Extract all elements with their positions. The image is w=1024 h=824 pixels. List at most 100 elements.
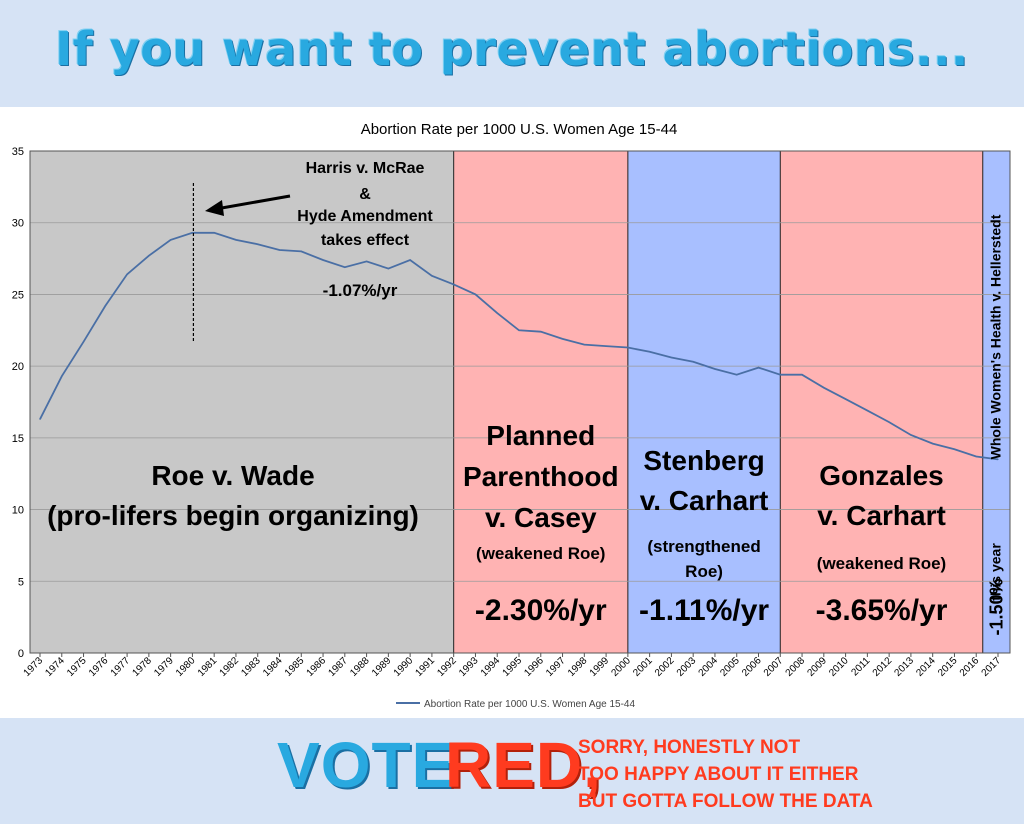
data-point bbox=[474, 293, 477, 296]
x-tick-label: 2006 bbox=[740, 655, 764, 679]
footer-note-line: TOO HAPPY ABOUT IT EITHER bbox=[578, 764, 859, 785]
data-point bbox=[82, 341, 85, 343]
x-tick-label: 1984 bbox=[261, 655, 285, 679]
data-point bbox=[953, 448, 956, 450]
era-region-red bbox=[780, 151, 983, 653]
era-subtitle: Roe) bbox=[685, 562, 723, 581]
y-tick-label: 30 bbox=[12, 218, 24, 230]
data-point bbox=[409, 259, 411, 261]
x-tick-label: 1977 bbox=[109, 655, 133, 679]
x-tick-label: 1974 bbox=[43, 655, 67, 679]
data-point bbox=[932, 442, 934, 445]
footer-note-line: SORRY, HONESTLY NOT bbox=[578, 737, 801, 758]
data-point bbox=[627, 346, 629, 349]
data-point bbox=[300, 250, 302, 252]
data-point bbox=[801, 374, 803, 376]
era-subtitle: (strengthened bbox=[647, 537, 760, 556]
hyde-arrow-head bbox=[205, 200, 224, 216]
era-title: Roe v. Wade bbox=[151, 460, 314, 491]
hyde-annotation-line: Hyde Amendment bbox=[297, 208, 433, 225]
y-tick-label: 10 bbox=[12, 505, 24, 517]
data-point bbox=[104, 305, 106, 307]
y-tick-label: 5 bbox=[18, 576, 24, 588]
x-tick-label: 1982 bbox=[218, 655, 242, 679]
x-tick-label: 2000 bbox=[609, 655, 633, 679]
data-point bbox=[540, 331, 542, 333]
hyde-annotation-line: & bbox=[359, 186, 371, 203]
data-point bbox=[126, 273, 128, 275]
era-rate: -2.30%/yr bbox=[475, 594, 607, 627]
data-point bbox=[496, 312, 498, 314]
x-tick-label: 1975 bbox=[65, 655, 89, 679]
x-tick-label: 1983 bbox=[239, 655, 263, 679]
era-title: Stenberg bbox=[643, 445, 764, 476]
era-rate: -1.11%/yr bbox=[639, 594, 769, 627]
data-point bbox=[997, 458, 999, 460]
x-tick-label: 1990 bbox=[392, 655, 416, 679]
era-vertical-sub: this year bbox=[987, 543, 1003, 601]
data-point bbox=[431, 275, 433, 277]
x-tick-label: 2012 bbox=[871, 655, 895, 679]
x-tick-label: 2005 bbox=[718, 655, 742, 679]
data-point bbox=[39, 418, 41, 420]
data-point bbox=[387, 268, 389, 270]
data-point bbox=[170, 239, 172, 241]
data-point bbox=[191, 232, 194, 234]
data-point bbox=[235, 239, 237, 241]
x-tick-label: 1993 bbox=[457, 655, 481, 679]
x-tick-label: 1985 bbox=[283, 655, 307, 679]
x-tick-label: 1998 bbox=[566, 655, 590, 679]
x-tick-label: 1989 bbox=[370, 655, 394, 679]
x-tick-label: 1991 bbox=[414, 655, 438, 679]
x-tick-label: 2016 bbox=[958, 655, 982, 679]
data-point bbox=[844, 398, 847, 400]
x-tick-label: 2015 bbox=[936, 655, 960, 679]
era-title: v. Carhart bbox=[640, 485, 769, 516]
era-vertical-rate: -1.50% bbox=[986, 578, 1006, 635]
gray-era-rate: -1.07%/yr bbox=[323, 281, 398, 300]
data-point bbox=[605, 345, 607, 347]
data-point bbox=[823, 387, 825, 389]
data-point bbox=[583, 344, 585, 346]
y-tick-label: 15 bbox=[12, 433, 24, 445]
x-tick-label: 2010 bbox=[827, 655, 851, 679]
red-text: RED, bbox=[445, 729, 602, 801]
era-subtitle: (weakened Roe) bbox=[817, 554, 946, 573]
x-tick-label: 2014 bbox=[914, 655, 938, 679]
x-tick-label: 2007 bbox=[762, 655, 786, 679]
x-tick-label: 2013 bbox=[893, 655, 917, 679]
data-point bbox=[866, 410, 868, 412]
era-title: v. Carhart bbox=[817, 500, 946, 531]
era-region-blue bbox=[982, 151, 1010, 653]
x-tick-label: 1995 bbox=[501, 655, 525, 679]
x-tick-label: 2011 bbox=[849, 655, 872, 678]
y-tick-label: 35 bbox=[12, 146, 24, 158]
era-title: Planned bbox=[486, 420, 595, 451]
x-tick-label: 2009 bbox=[805, 655, 829, 679]
data-point bbox=[257, 243, 259, 245]
era-region-blue bbox=[627, 151, 781, 653]
x-tick-label: 1997 bbox=[544, 655, 568, 679]
data-point bbox=[779, 374, 781, 376]
chart-panel: Abortion Rate per 1000 U.S. Women Age 15… bbox=[0, 107, 1024, 718]
x-tick-label: 1980 bbox=[174, 655, 198, 679]
era-subtitle: (weakened Roe) bbox=[476, 544, 605, 563]
era-region-gray bbox=[30, 151, 454, 653]
data-point bbox=[453, 283, 455, 285]
era-region-red bbox=[453, 151, 628, 653]
headline: If you want to prevent abortions... bbox=[55, 22, 969, 76]
data-point bbox=[213, 232, 215, 234]
data-point bbox=[670, 356, 673, 359]
x-tick-label: 2002 bbox=[653, 655, 677, 679]
x-tick-label: 1992 bbox=[435, 655, 459, 679]
legend-label: Abortion Rate per 1000 U.S. Women Age 15… bbox=[424, 699, 635, 710]
data-point bbox=[736, 374, 738, 376]
x-tick-label: 2001 bbox=[631, 655, 655, 679]
data-point bbox=[278, 249, 281, 251]
era-title: Parenthood bbox=[463, 461, 619, 492]
data-point bbox=[61, 375, 63, 377]
data-point bbox=[322, 259, 324, 261]
x-tick-label: 2017 bbox=[980, 655, 1004, 679]
data-point bbox=[714, 368, 716, 370]
era-title: (pro-lifers begin organizing) bbox=[47, 500, 419, 531]
